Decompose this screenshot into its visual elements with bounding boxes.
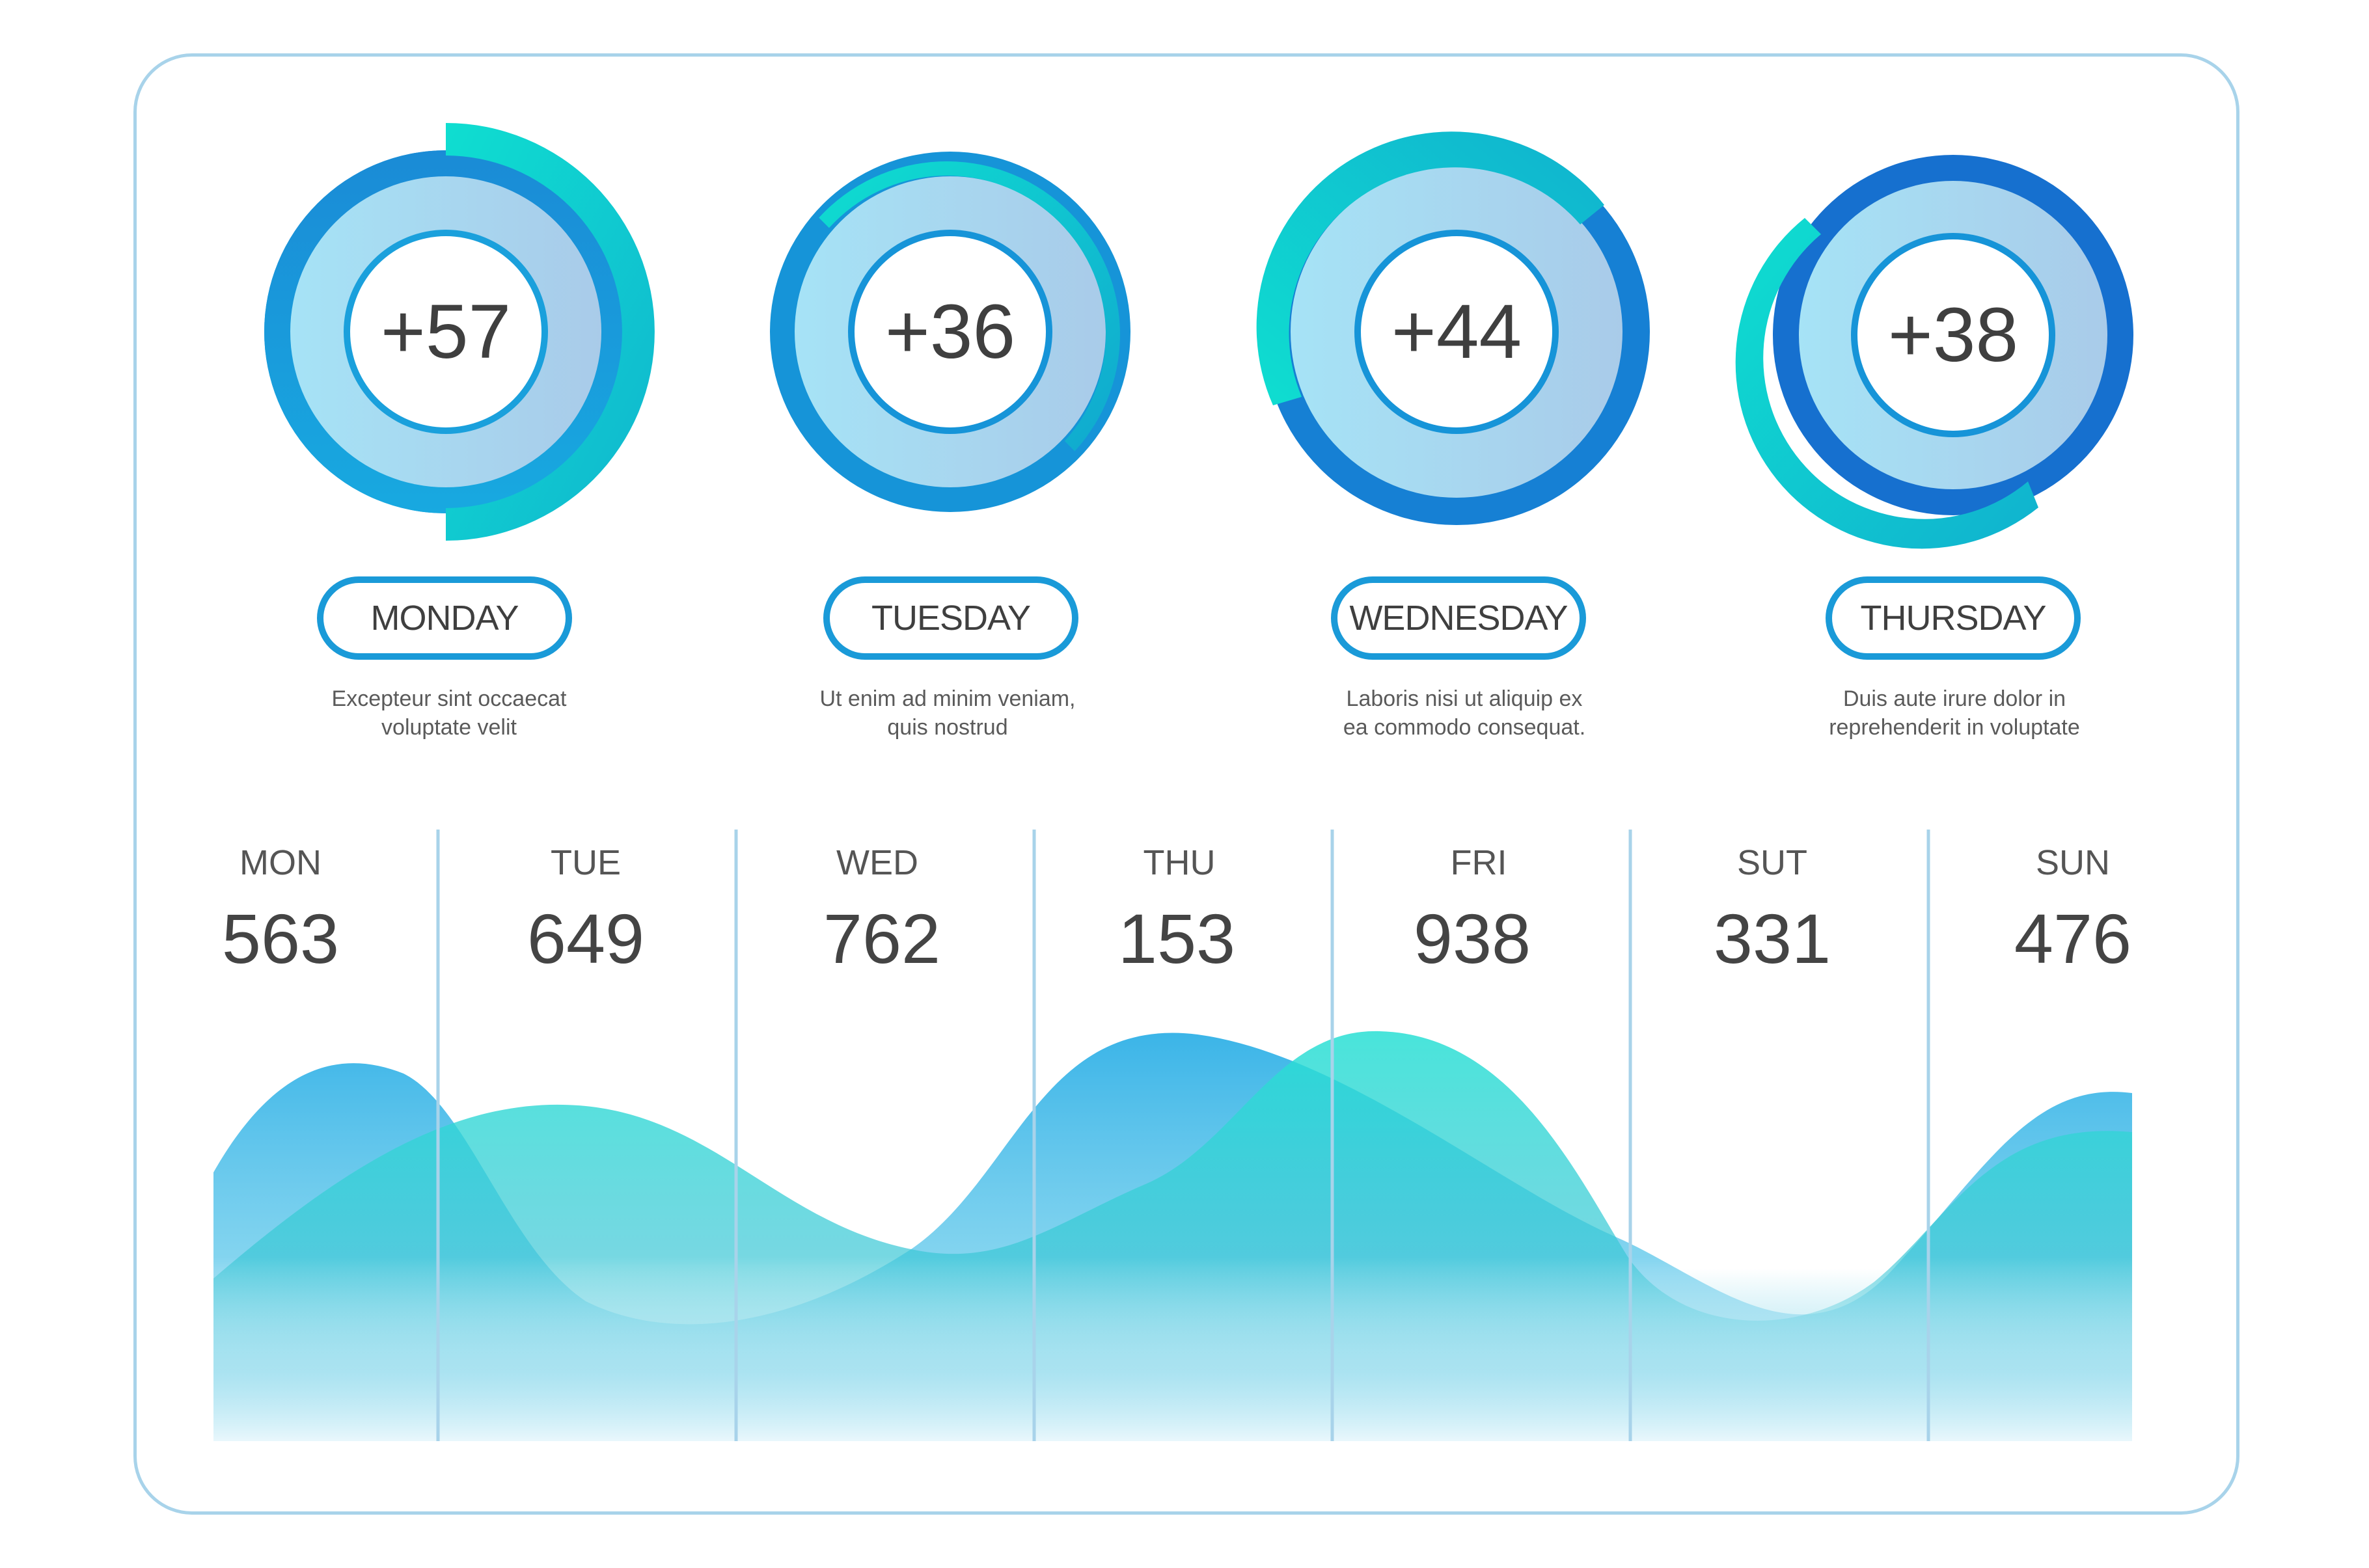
ring-description: Duis aute irure dolor in reprehenderit i… <box>1772 684 2137 742</box>
desc-line: voluptate velit <box>381 715 517 740</box>
chart-base-fade <box>213 1269 2132 1441</box>
week-day-label: SUN <box>2035 843 2110 882</box>
day-dividers <box>436 830 1930 1441</box>
ring-value: +36 <box>884 289 1016 375</box>
day-pill-wednesday[interactable]: WEDNESDAY <box>1331 576 1586 660</box>
dashboard-card <box>133 53 2239 1515</box>
desc-line: ea commodo consequat. <box>1343 715 1586 740</box>
week-day-value: 649 <box>527 899 645 978</box>
week-day-value: 331 <box>1713 899 1831 978</box>
day-pill-monday[interactable]: MONDAY <box>317 576 572 660</box>
ring-thursday: +38 <box>1735 155 2139 549</box>
ring-description: Ut enim ad minim veniam, quis nostrud <box>765 684 1130 742</box>
week-day-value: 762 <box>823 899 941 978</box>
week-day-label: MON <box>240 843 322 882</box>
pill-label: THURSDAY <box>1860 599 2046 638</box>
day-pill-tuesday[interactable]: TUESDAY <box>823 576 1078 660</box>
desc-line: Duis aute irure dolor in <box>1842 686 2066 711</box>
pill-label: MONDAY <box>370 599 519 638</box>
week-day-label: TUE <box>551 843 621 882</box>
day-pill-thursday[interactable]: THURSDAY <box>1826 576 2081 660</box>
week-day-label: FRI <box>1450 843 1507 882</box>
week-day-label: WED <box>836 843 918 882</box>
week-day-label: THU <box>1143 843 1216 882</box>
week-day-label: SUT <box>1737 843 1807 882</box>
desc-line: reprehenderit in voluptate <box>1829 715 2080 740</box>
week-day-value: 476 <box>2014 899 2132 978</box>
ring-tuesday-graphic <box>770 152 1130 512</box>
pill-label: WEDNESDAY <box>1349 599 1568 638</box>
pill-label: TUESDAY <box>871 599 1031 638</box>
desc-line: Excepteur sint occaecat <box>331 686 567 711</box>
ring-monday-graphic <box>264 123 655 541</box>
desc-line: Laboris nisi ut aliquip ex <box>1346 686 1583 711</box>
desc-line: quis nostrud <box>887 715 1008 740</box>
ring-value: +57 <box>380 289 512 375</box>
ring-thursday-graphic <box>1735 155 2133 549</box>
ring-wednesday-graphic <box>1256 131 1650 525</box>
week-day-value: 563 <box>221 899 340 978</box>
week-day-value: 153 <box>1117 899 1236 978</box>
ring-tuesday: +36 <box>770 146 1142 517</box>
desc-line: Ut enim ad minim veniam, <box>819 686 1076 711</box>
week-day-value: 938 <box>1413 899 1531 978</box>
ring-description: Excepteur sint occaecat voluptate velit <box>267 684 631 742</box>
ring-value: +44 <box>1391 289 1522 375</box>
ring-wednesday: +44 <box>1255 131 1658 537</box>
ring-monday: +57 <box>241 120 657 543</box>
ring-description: Laboris nisi ut aliquip ex ea commodo co… <box>1282 684 1647 742</box>
ring-value: +38 <box>1887 292 2019 378</box>
